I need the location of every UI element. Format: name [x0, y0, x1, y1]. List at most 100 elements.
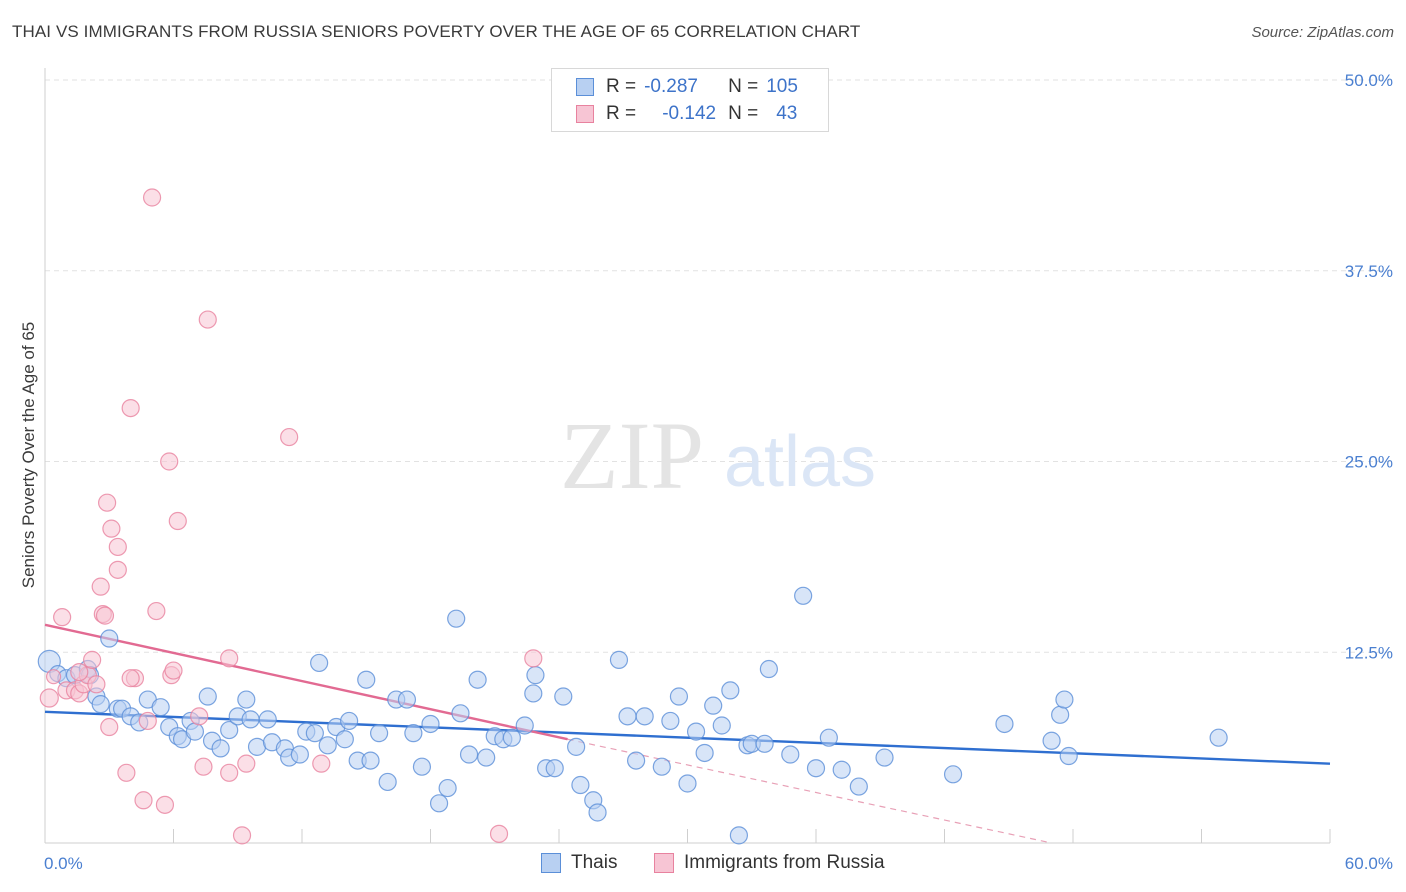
data-point-thais — [571, 775, 590, 795]
data-point-russia — [121, 398, 140, 418]
data-point-thais — [545, 759, 564, 778]
data-point-thais — [305, 724, 324, 743]
data-point-thais — [794, 586, 813, 605]
legend-row-thais: R = -0.287 N = 105 — [552, 74, 798, 100]
data-point-thais — [198, 687, 217, 706]
data-point-russia — [220, 649, 239, 668]
data-point-thais — [310, 653, 329, 673]
data-point-thais — [704, 696, 723, 715]
data-point-thais — [502, 728, 521, 747]
data-point-thais — [526, 666, 545, 685]
data-point-thais — [755, 734, 774, 753]
legend-r-value: -0.287 — [644, 76, 698, 97]
data-point-thais — [729, 826, 749, 845]
data-point-thais — [943, 765, 963, 784]
y-tick-label: 25.0% — [1345, 453, 1393, 472]
data-point-thais — [524, 684, 543, 703]
data-point-thais — [361, 751, 380, 770]
data-point-thais — [237, 690, 256, 709]
data-point-russia — [138, 711, 157, 731]
data-point-russia — [194, 757, 213, 776]
data-point-thais — [211, 739, 230, 758]
legend-label-russia: Immigrants from Russia — [684, 852, 885, 873]
data-point-thais — [849, 777, 868, 796]
data-point-thais — [151, 698, 170, 717]
legend-swatch-thais — [541, 853, 561, 873]
data-point-thais — [567, 737, 586, 756]
data-point-russia — [45, 669, 62, 685]
data-point-russia — [53, 608, 72, 627]
legend-label-thais: Thais — [571, 852, 618, 873]
data-point-russia — [83, 650, 102, 669]
legend-swatch-russia — [576, 105, 594, 123]
data-point-thais — [220, 720, 239, 740]
y-axis-label: Seniors Poverty Over the Age of 65 — [19, 322, 38, 588]
legend-swatch-thais — [576, 78, 594, 96]
data-point-thais — [781, 745, 800, 764]
data-point-russia — [108, 560, 127, 579]
source-label: Source: ZipAtlas.com — [1251, 24, 1394, 41]
data-point-thais — [1042, 731, 1061, 750]
legend-n-value: 105 — [766, 76, 798, 97]
data-point-russia — [164, 661, 183, 680]
data-point-thais — [340, 711, 359, 731]
data-point-russia — [190, 707, 209, 726]
data-point-thais — [661, 711, 680, 731]
data-point-thais — [759, 659, 778, 679]
axes — [44, 68, 1331, 844]
data-point-russia — [198, 310, 217, 329]
x-tick-label: 60.0% — [1345, 854, 1393, 873]
data-point-russia — [280, 427, 299, 447]
data-point-russia — [91, 577, 110, 596]
data-point-thais — [412, 757, 432, 776]
data-point-thais — [370, 724, 389, 743]
data-point-thais — [1059, 746, 1078, 766]
data-point-thais — [357, 670, 376, 689]
data-point-thais — [669, 687, 689, 706]
data-point-russia — [108, 537, 127, 557]
y-tick-label: 50.0% — [1345, 71, 1393, 90]
data-point-russia — [121, 669, 140, 688]
data-point-russia — [524, 649, 543, 668]
data-point-russia — [312, 754, 331, 773]
tick-labels: 12.5% 25.0% 37.5% 50.0% 0.0% 60.0% — [44, 71, 1393, 873]
data-point-thais — [1055, 690, 1074, 709]
data-point-russia — [155, 795, 175, 814]
legend-n-label: N = — [728, 103, 759, 124]
data-point-thais — [290, 745, 309, 764]
chart-title: THAI VS IMMIGRANTS FROM RUSSIA SENIORS P… — [12, 22, 861, 41]
data-point-thais — [247, 737, 267, 756]
data-point-thais — [875, 748, 894, 767]
correlation-legend: R = -0.287 N = 105 R = -0.142 N = 43 — [551, 68, 829, 132]
data-point-russia — [220, 763, 239, 782]
data-point-russia — [95, 606, 115, 625]
data-point-thais — [451, 704, 470, 723]
data-point-russia — [100, 717, 119, 737]
y-tick-label: 37.5% — [1345, 262, 1393, 281]
legend-n-label: N = — [728, 76, 759, 97]
data-point-thais — [100, 629, 119, 648]
data-point-thais — [1051, 705, 1070, 724]
data-point-russia — [237, 754, 256, 773]
legend-item-thais[interactable]: Thais — [541, 852, 617, 874]
legend-r-label: R = — [606, 103, 637, 124]
series-russia-points — [39, 188, 543, 845]
data-point-russia — [87, 675, 106, 694]
legend-r-value: -0.142 — [662, 103, 717, 124]
data-point-thais — [91, 695, 110, 714]
legend-r-label: R = — [606, 76, 637, 97]
data-point-thais — [678, 774, 697, 793]
data-point-thais — [712, 716, 731, 735]
data-point-thais — [477, 748, 496, 767]
data-point-russia — [142, 188, 162, 207]
legend-swatch-russia — [654, 853, 674, 873]
data-point-thais — [1209, 728, 1228, 747]
data-point-thais — [819, 728, 838, 747]
data-point-russia — [98, 493, 117, 512]
data-point-thais — [832, 760, 851, 779]
data-point-thais — [652, 757, 671, 776]
watermark-atlas: atlas — [724, 422, 876, 502]
data-point-thais — [241, 710, 260, 729]
legend-item-russia[interactable]: Immigrants from Russia — [654, 852, 885, 874]
